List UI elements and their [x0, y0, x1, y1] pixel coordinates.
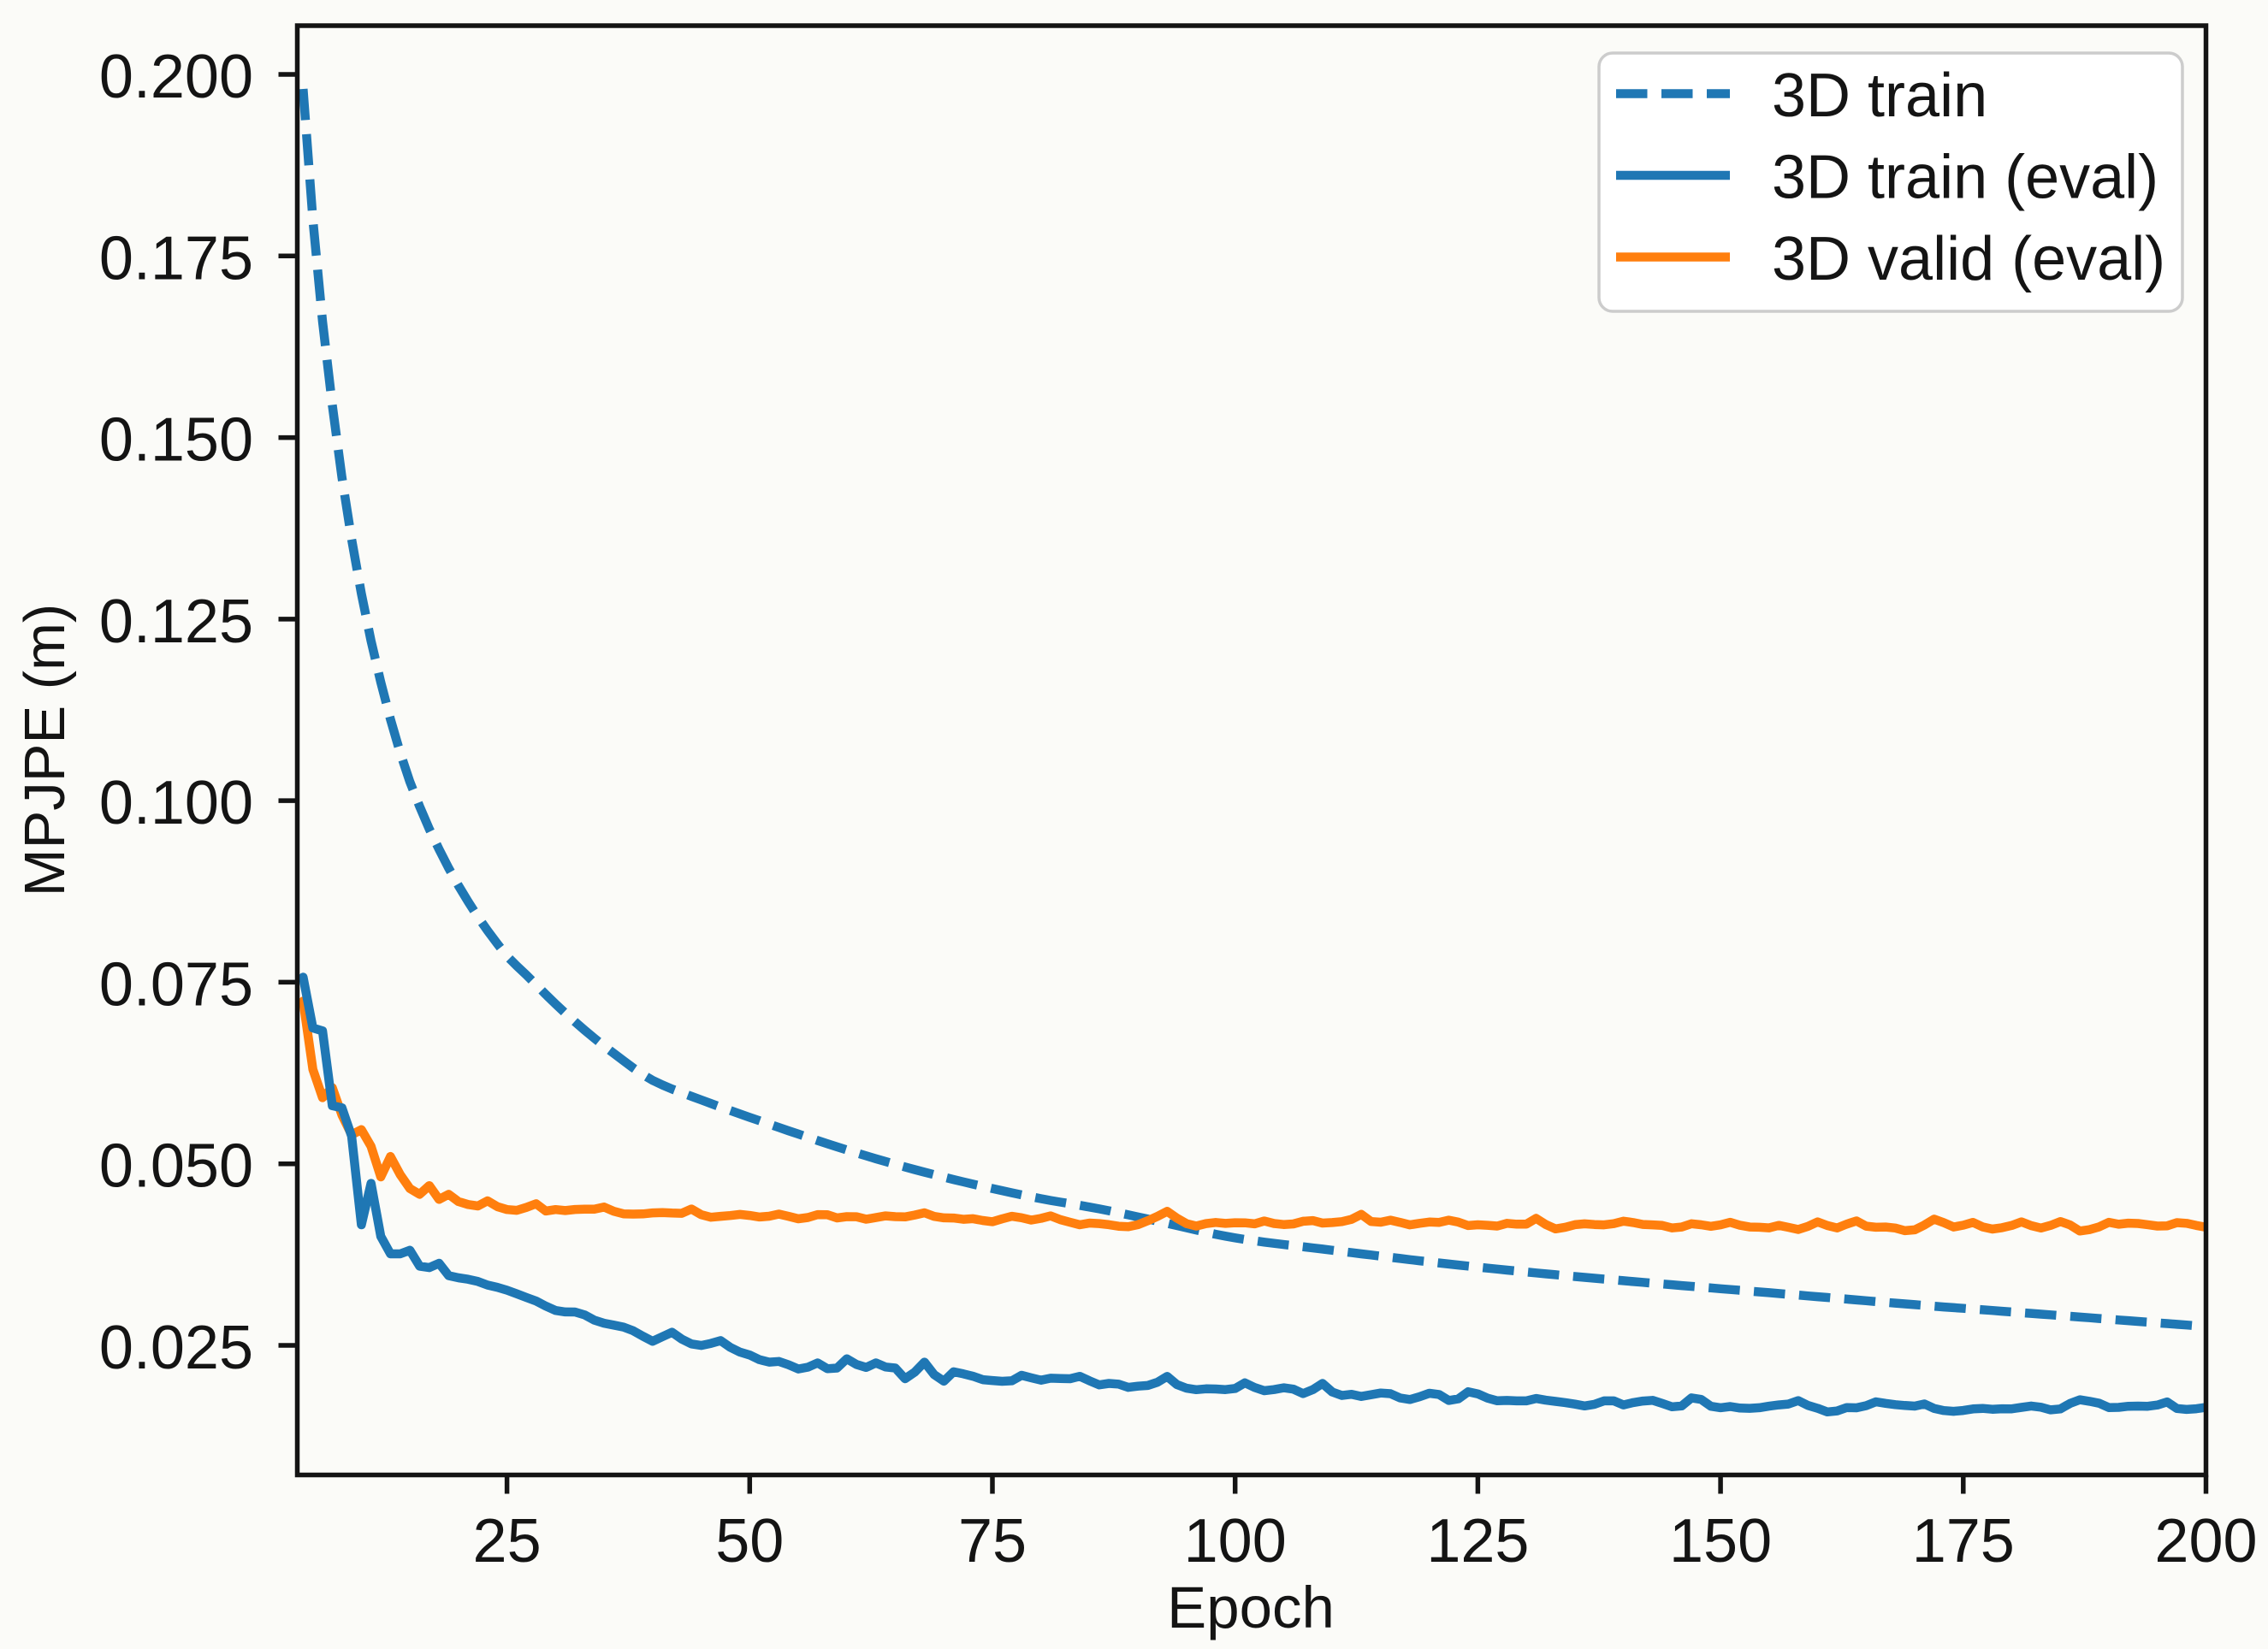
- svg-text:100: 100: [1184, 1507, 1287, 1575]
- svg-text:0.200: 0.200: [99, 43, 253, 111]
- svg-text:3D train: 3D train: [1772, 62, 1987, 130]
- svg-text:25: 25: [473, 1507, 542, 1575]
- svg-text:MPJPE (m): MPJPE (m): [13, 604, 77, 896]
- svg-text:125: 125: [1426, 1507, 1529, 1575]
- svg-text:150: 150: [1669, 1507, 1772, 1575]
- svg-text:0.175: 0.175: [99, 224, 253, 293]
- svg-text:0.150: 0.150: [99, 406, 253, 475]
- svg-text:0.125: 0.125: [99, 588, 253, 656]
- svg-text:0.075: 0.075: [99, 950, 253, 1019]
- svg-text:175: 175: [1912, 1507, 2015, 1575]
- svg-text:3D train (eval): 3D train (eval): [1772, 144, 2158, 212]
- svg-text:0.050: 0.050: [99, 1132, 253, 1201]
- svg-text:0.100: 0.100: [99, 769, 253, 837]
- svg-text:0.025: 0.025: [99, 1314, 253, 1382]
- svg-text:50: 50: [715, 1507, 784, 1575]
- svg-text:3D valid (eval): 3D valid (eval): [1772, 225, 2165, 293]
- svg-text:Epoch: Epoch: [1167, 1575, 1335, 1640]
- svg-text:200: 200: [2154, 1507, 2257, 1575]
- svg-text:75: 75: [958, 1507, 1027, 1575]
